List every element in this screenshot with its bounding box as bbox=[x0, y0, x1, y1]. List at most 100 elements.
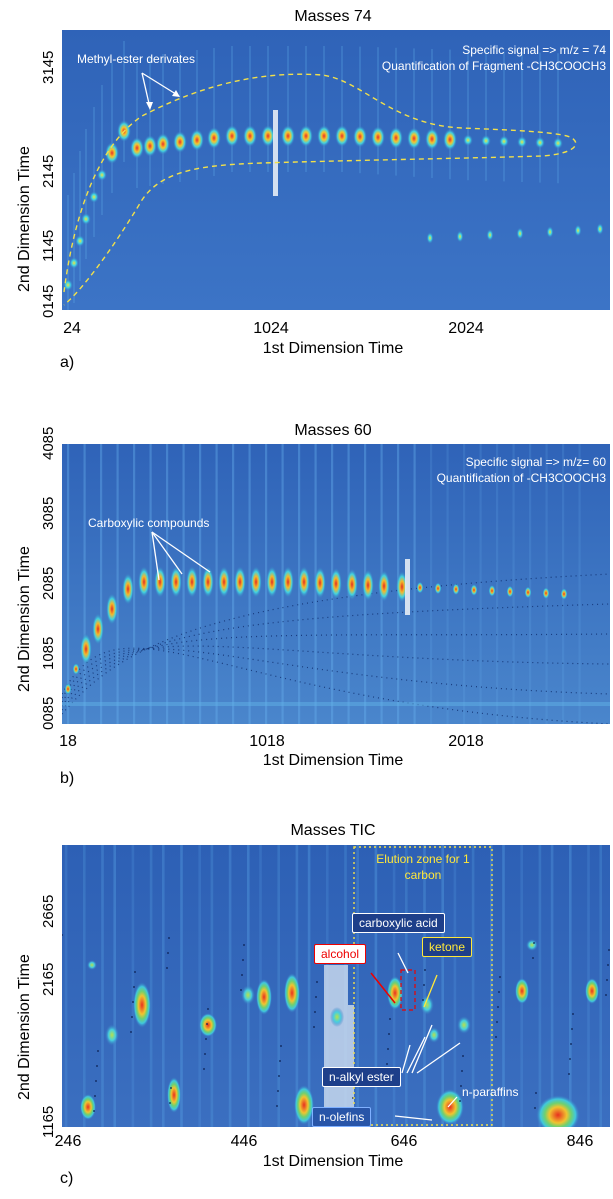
panel-c-noise-dot bbox=[498, 991, 500, 993]
panel-c-noise-dot bbox=[276, 1105, 278, 1107]
panel-b-peak bbox=[435, 582, 442, 594]
panel-c-ylabel: 2nd Dimension Time bbox=[16, 954, 34, 1100]
panel-b-xlabel: 1st Dimension Time bbox=[263, 752, 404, 770]
panel-c-streak bbox=[150, 845, 153, 1127]
panel-c-noise-dot bbox=[205, 1038, 207, 1040]
panel-b-streak bbox=[232, 444, 234, 724]
panel-c-noise-dot bbox=[316, 981, 318, 983]
panel-c-streak bbox=[599, 845, 602, 1127]
panel-c-noise-dot bbox=[608, 949, 610, 951]
panel-c-noise-dot bbox=[568, 1073, 570, 1075]
panel-a-peak bbox=[243, 125, 257, 147]
panel-a: Masses 74 bbox=[0, 0, 613, 390]
panel-b-streak bbox=[199, 444, 201, 724]
panel-a-peak bbox=[190, 129, 204, 151]
panel-b-peak bbox=[489, 585, 496, 597]
panel-b-ytick-1: 1085 bbox=[40, 637, 57, 670]
panel-c-noise-dot bbox=[278, 1075, 280, 1077]
panel-a-ytick-1: 1145 bbox=[40, 230, 57, 262]
panel-b-peak bbox=[417, 582, 424, 594]
panel-b-peak bbox=[453, 583, 460, 595]
panel-c-peak bbox=[515, 978, 529, 1004]
panel-b-streak bbox=[546, 444, 548, 724]
panel-a-note: Specific signal => m/z = 74 Quantificati… bbox=[382, 42, 606, 74]
panel-b-peak bbox=[298, 566, 310, 598]
panel-c-xtick-1: 446 bbox=[231, 1133, 258, 1151]
panel-c-noise-dot bbox=[571, 1028, 573, 1030]
panel-a-peak bbox=[81, 213, 91, 225]
panel-c-streak bbox=[229, 845, 232, 1127]
panel-a-peak bbox=[535, 137, 545, 149]
panel-c-peak bbox=[105, 1024, 119, 1046]
panel-c-noise-dot bbox=[462, 1055, 464, 1057]
panel-c-noise-dot bbox=[534, 1107, 536, 1109]
panel-c-streak bbox=[101, 845, 104, 1127]
panel-b-streak bbox=[414, 444, 416, 724]
panel-c-streak bbox=[405, 845, 408, 1127]
panel-c-noise-dot bbox=[314, 1011, 316, 1013]
panel-c-zone-label: Elution zone for 1 carbon bbox=[358, 851, 488, 883]
panel-c-noise-dot bbox=[206, 1023, 208, 1025]
panel-b-svg bbox=[62, 444, 610, 724]
panel-c-noise-dot bbox=[313, 1026, 315, 1028]
panel-c-xtick-2: 646 bbox=[391, 1133, 418, 1151]
panel-c-noise-dot bbox=[204, 1053, 206, 1055]
panel-a-streak bbox=[267, 46, 269, 172]
panel-a-peak bbox=[156, 133, 170, 155]
panel-c-noise-dot bbox=[243, 944, 245, 946]
panel-b-peak bbox=[362, 569, 374, 601]
panel-c-noise-dot bbox=[424, 969, 426, 971]
panel-c-noise-dot bbox=[168, 937, 170, 939]
panel-b-ylabel: 2nd Dimension Time bbox=[16, 546, 34, 692]
panel-c-peak bbox=[241, 985, 255, 1005]
panel-c-label: c) bbox=[60, 1170, 73, 1188]
panel-a-peak bbox=[597, 223, 604, 235]
panel-a-peak bbox=[89, 191, 99, 203]
panel-c-noise-dot bbox=[279, 1060, 281, 1062]
panel-c-noise-dot bbox=[170, 1087, 172, 1089]
panel-c-streak bbox=[441, 845, 444, 1127]
panel-c-noise-dot bbox=[496, 1021, 498, 1023]
panel-b: Masses 60 Carboxylic compounds Sp bbox=[0, 400, 613, 790]
panel-a-peak bbox=[353, 126, 367, 148]
panel-a-peak bbox=[75, 235, 85, 247]
panel-c-noise-dot bbox=[570, 1043, 572, 1045]
panel-a-peak bbox=[487, 229, 494, 241]
panel-c-peak bbox=[585, 978, 599, 1004]
panel-a-streak bbox=[179, 52, 181, 182]
panel-c-label-ketone: ketone bbox=[422, 937, 472, 957]
panel-c-streak bbox=[83, 845, 86, 1127]
panel-a-streak bbox=[162, 54, 164, 184]
panel-a-peak bbox=[281, 125, 295, 147]
panel-c-label-n-alkyl-ester: n-alkyl ester bbox=[322, 1067, 401, 1087]
panel-c-noise-dot bbox=[606, 979, 608, 981]
panel-c-noise-dot bbox=[240, 989, 242, 991]
panel-c-xtick-0: 246 bbox=[55, 1133, 82, 1151]
panel-a-peak bbox=[371, 126, 385, 148]
panel-c-noise-dot bbox=[533, 942, 535, 944]
panel-a-ytick-3: 3145 bbox=[40, 51, 57, 84]
panel-b-peak bbox=[561, 588, 568, 600]
panel-b-peak bbox=[507, 586, 514, 598]
panel-c-ytick-2: 2665 bbox=[40, 895, 57, 928]
panel-c-noise-dot bbox=[607, 964, 609, 966]
panel-a-annotation: Methyl-ester derivates bbox=[77, 52, 195, 66]
panel-c-streak bbox=[454, 845, 457, 1127]
panel-a-label: a) bbox=[60, 354, 74, 372]
panel-c-noise-dot bbox=[203, 1068, 205, 1070]
panel-a-streak bbox=[377, 47, 379, 174]
panel-a-peak bbox=[261, 125, 275, 147]
panel-a-peak bbox=[207, 127, 221, 149]
panel-b-note: Specific signal => m/z= 60 Quantificatio… bbox=[437, 454, 606, 486]
panel-a-peak bbox=[547, 226, 554, 238]
panel-b-streak bbox=[430, 444, 432, 724]
panel-a-peak bbox=[69, 257, 79, 269]
panel-a-peak bbox=[553, 137, 563, 149]
panel-b-xtick-0: 18 bbox=[59, 733, 77, 751]
panel-b-annotation: Carboxylic compounds bbox=[88, 516, 209, 530]
panel-c-heatmap: Elution zone for 1 carbon carboxylic aci… bbox=[62, 845, 610, 1127]
panel-b-ytick-4: 4085 bbox=[40, 427, 57, 460]
panel-c-streak bbox=[113, 845, 116, 1127]
panel-c-noise-dot bbox=[95, 1080, 97, 1082]
panel-c-noise-dot bbox=[605, 994, 607, 996]
